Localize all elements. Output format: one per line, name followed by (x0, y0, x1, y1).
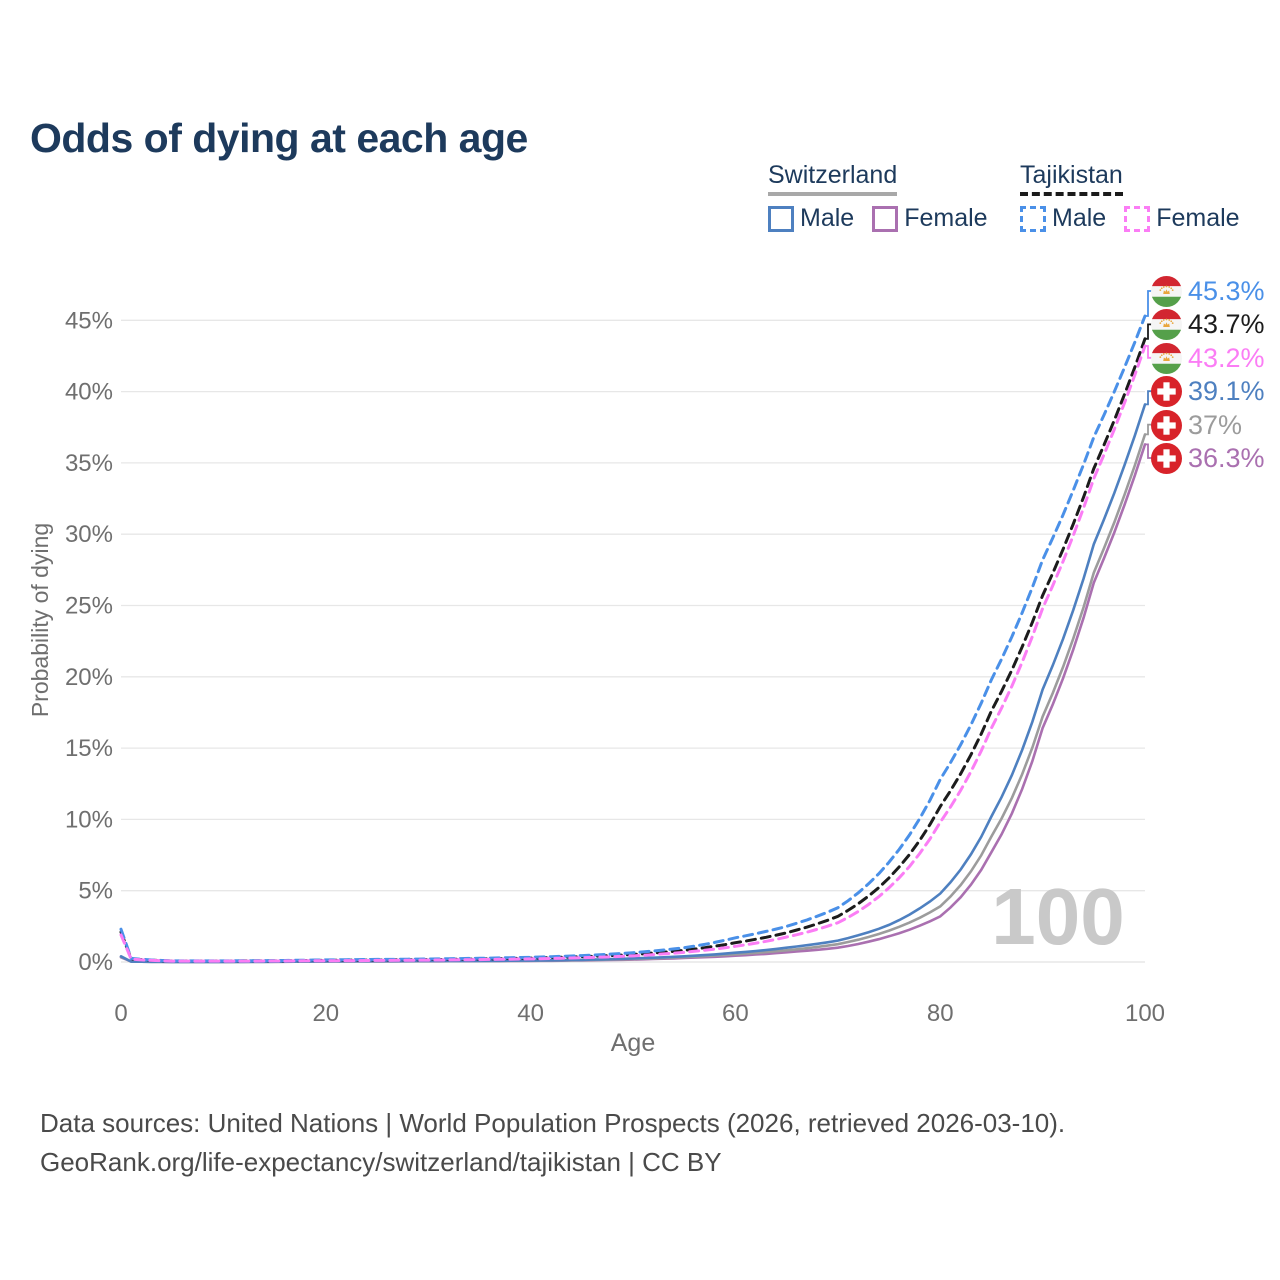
end-label-connector (1145, 345, 1153, 359)
series-line-tajikistan-female (119, 344, 1147, 963)
legend-header-switzerland: Switzerland (768, 162, 898, 196)
end-label-connector (1145, 323, 1153, 340)
y-tick-label: 35% (65, 450, 113, 477)
x-tick-label: 40 (517, 1000, 544, 1027)
x-tick-label: 60 (722, 1000, 749, 1027)
series-line-tajikistan-male (119, 314, 1147, 963)
switzerland-male-swatch-icon (768, 205, 794, 232)
legend-label: Female (904, 204, 988, 232)
legend-item-tajikistan-male[interactable]: Male (1020, 204, 1106, 233)
switzerland-female-swatch-icon (872, 205, 899, 232)
y-tick-label: 25% (65, 593, 113, 620)
footer-data-sources: Data sources: United Nations | World Pop… (40, 1108, 1066, 1138)
legend-group-tajikistan: Tajikistan Male Female (1020, 162, 1240, 233)
footer-attribution: GeoRank.org/life-expectancy/switzerland/… (40, 1147, 722, 1177)
y-tick-label: 20% (65, 664, 113, 691)
series-line-tajikistan-total (119, 337, 1147, 963)
end-label-connector (1145, 390, 1153, 406)
x-tick-label: 80 (927, 1000, 954, 1027)
x-tick-label: 0 (114, 1000, 127, 1027)
footer: Data sources: United Nations | World Pop… (40, 1104, 1065, 1182)
end-label-connector (1145, 290, 1153, 317)
x-axis-title: Age (611, 1029, 655, 1057)
legend-group-switzerland: Switzerland Male Female (768, 162, 988, 233)
y-tick-label: 40% (65, 379, 113, 406)
legend-item-switzerland-male[interactable]: Male (768, 204, 854, 233)
y-tick-label: 10% (65, 806, 113, 833)
tajikistan-female-swatch-icon (1124, 205, 1151, 232)
page-title: Odds of dying at each age (30, 115, 528, 162)
age-counter-watermark: 100 (991, 872, 1124, 961)
legend-item-switzerland-female[interactable]: Female (872, 204, 988, 233)
y-tick-label: 45% (65, 307, 113, 334)
legend-header-tajikistan: Tajikistan (1020, 162, 1123, 196)
legend-label: Male (800, 204, 855, 232)
x-tick-label: 100 (1125, 1000, 1165, 1027)
y-axis-title: Probability of dying (27, 523, 53, 717)
legend-item-tajikistan-female[interactable]: Female (1124, 204, 1240, 233)
y-tick-label: 0% (78, 949, 113, 976)
y-tick-label: 30% (65, 521, 113, 548)
end-label-connector (1145, 423, 1153, 436)
tajikistan-male-swatch-icon (1020, 205, 1046, 232)
legend-label: Male (1052, 204, 1107, 232)
y-tick-label: 5% (78, 878, 113, 905)
y-tick-label: 15% (65, 735, 113, 762)
end-label-connector (1145, 443, 1153, 459)
x-tick-label: 20 (312, 1000, 339, 1027)
legend-label: Female (1156, 204, 1240, 232)
